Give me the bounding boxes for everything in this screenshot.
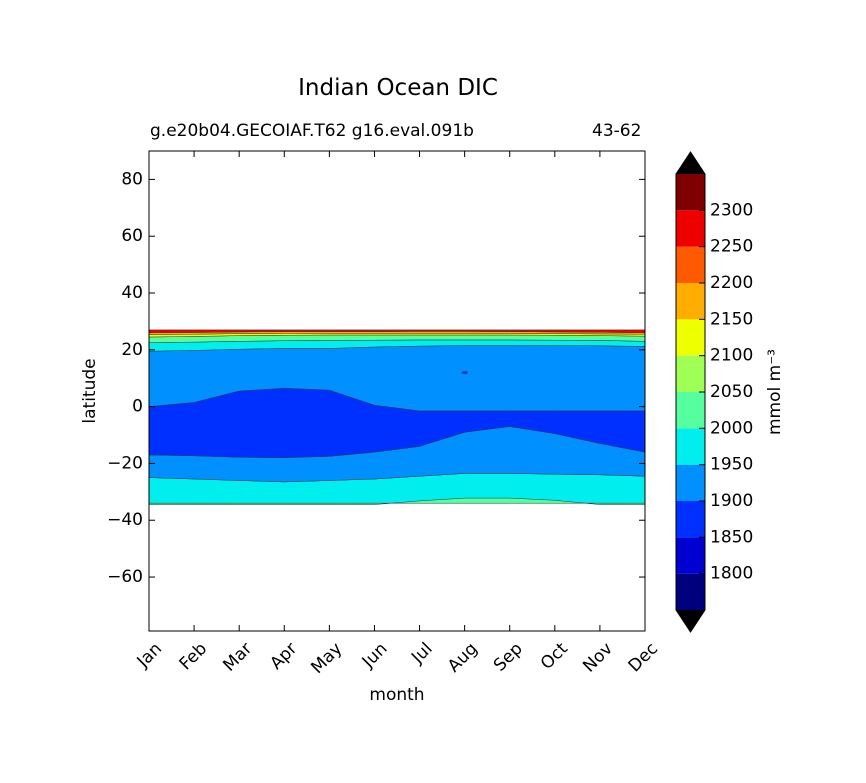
contour-band-2000-2050-1 — [149, 497, 645, 505]
colorbar-tick-label-1850: 1850 — [710, 527, 753, 547]
colorbar-tick-label-2100: 2100 — [710, 346, 753, 366]
y-tick-label: −40 — [107, 510, 143, 530]
colorbar-swatch-1850 — [676, 501, 705, 538]
x-tick-label-nov: Nov — [579, 639, 617, 677]
colorbar-tick-label-1900: 1900 — [710, 491, 753, 511]
y-tick-label: 60 — [121, 226, 143, 246]
y-tick-label: 20 — [121, 340, 143, 360]
x-axis-label: month — [369, 685, 424, 705]
x-tick-label-dec: Dec — [625, 639, 662, 676]
colorbar-label: mmol m⁻³ — [765, 349, 785, 435]
chart-title: Indian Ocean DIC — [298, 75, 498, 101]
x-tick-label-jul: Jul — [407, 639, 436, 668]
colorbar-tick-label-2000: 2000 — [710, 418, 753, 438]
colorbar-swatch-1750 — [676, 573, 705, 610]
plot-frame — [148, 150, 646, 632]
colorbar-tick-label-2150: 2150 — [710, 309, 753, 329]
x-tick-label-aug: Aug — [444, 639, 482, 677]
colorbar-tick-label-2250: 2250 — [710, 237, 753, 257]
x-tick-label-oct: Oct — [537, 639, 572, 674]
chart-subtitle-years: 43-62 — [592, 121, 642, 141]
colorbar-swatch-2250 — [676, 210, 705, 247]
colorbar-extend-max — [676, 152, 705, 174]
y-tick-label: −20 — [107, 453, 143, 473]
colorbar-outline — [675, 151, 706, 633]
contour-patch-0 — [461, 371, 468, 374]
contour-band-2250-2300-9 — [149, 329, 645, 334]
colorbar-swatch-1800 — [676, 537, 705, 574]
colorbar-swatch-2300 — [676, 174, 705, 211]
colorbar-swatch-1950 — [676, 428, 705, 465]
x-tick-label-sep: Sep — [490, 639, 527, 676]
y-tick-label: 80 — [121, 169, 143, 189]
colorbar-swatch-2100 — [676, 319, 705, 356]
x-tick-label-jun: Jun — [358, 639, 392, 673]
y-tick-labels: 80 60 40 20 0 −20 −40 −60 — [107, 169, 143, 587]
contour-fills — [149, 329, 645, 505]
y-tick-label: −60 — [107, 567, 143, 587]
colorbar-tick-label-1950: 1950 — [710, 455, 753, 475]
x-tick-label-jan: Jan — [133, 639, 166, 672]
colorbar-tick-label-2200: 2200 — [710, 273, 753, 293]
colorbar-tick-label-1800: 1800 — [710, 564, 753, 584]
colorbar-swatch-2150 — [676, 283, 705, 320]
colorbar — [675, 151, 706, 633]
x-tick-label-apr: Apr — [266, 639, 301, 674]
colorbar-tick-label-2050: 2050 — [710, 382, 753, 402]
x-tick-labels: Jan Feb Mar Apr May Jun Jul Aug Sep Oct Nov Dec — [133, 639, 662, 678]
colorbar-swatch-2000 — [676, 392, 705, 429]
colorbar-swatch-2050 — [676, 355, 705, 392]
colorbar-swatch-1900 — [676, 464, 705, 501]
colorbar-swatch-2200 — [676, 246, 705, 283]
y-axis-label: latitude — [80, 358, 100, 423]
chart-subtitle-run: g.e20b04.GECOIAF.T62 g16.eval.091b — [150, 121, 474, 141]
y-tick-label: 0 — [132, 397, 143, 417]
colorbar-tick-label-2300: 2300 — [710, 200, 753, 220]
y-tick-label: 40 — [121, 283, 143, 303]
x-tick-label-feb: Feb — [176, 639, 211, 674]
x-tick-label-may: May — [307, 639, 346, 678]
colorbar-ticks: 1800 1850 1900 1950 2000 2050 2100 2150 2200 2250… — [699, 200, 753, 584]
colorbar-extend-min — [676, 610, 705, 632]
x-tick-label-mar: Mar — [219, 639, 256, 676]
